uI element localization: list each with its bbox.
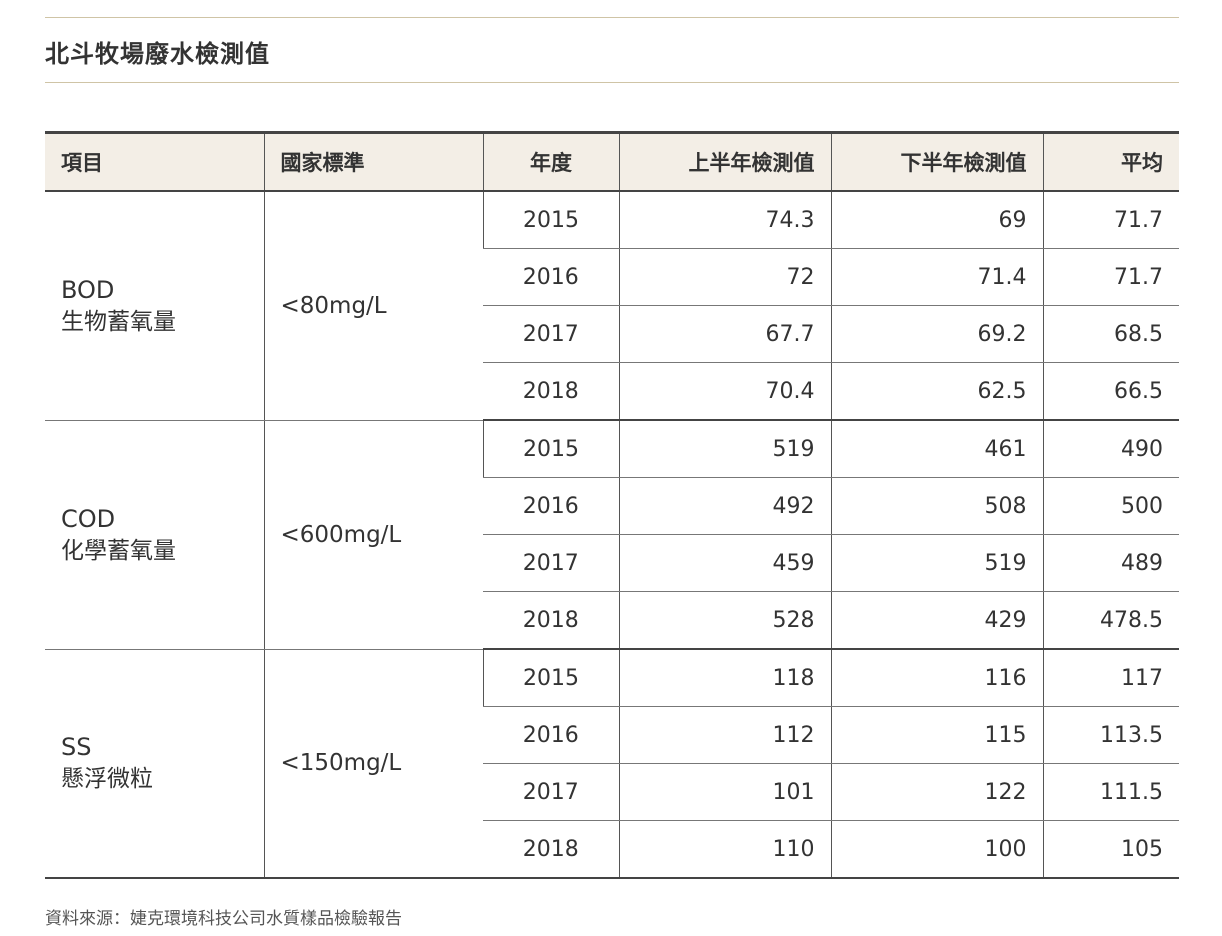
item-code: COD — [61, 504, 116, 533]
first-half-cell: 101 — [618, 763, 831, 821]
year-cell: 2018 — [483, 820, 619, 879]
item-code: BOD — [61, 275, 115, 304]
year-cell: 2015 — [482, 420, 619, 478]
year-cell: 2018 — [483, 591, 619, 650]
table-row: 2017 459 519 489 — [45, 534, 1179, 592]
table-row: SS 懸浮微粒 <150mg/L 2015 118 116 117 — [45, 649, 1179, 879]
average-cell: 71.7 — [1042, 191, 1179, 249]
average-cell: 490 — [1042, 420, 1179, 478]
first-half-cell: 70.4 — [618, 362, 831, 421]
first-half-cell: 74.3 — [618, 191, 831, 249]
standard-cell: <150mg/L — [263, 649, 483, 879]
year-cell: 2015 — [482, 649, 619, 707]
average-cell: 117 — [1042, 649, 1179, 707]
average-cell: 105 — [1042, 820, 1179, 879]
item-cell: COD 化學蓄氧量 — [45, 420, 264, 650]
first-half-cell: 459 — [618, 534, 831, 592]
table-row: BOD 生物蓄氧量 <80mg/L 2015 74.3 69 71.7 — [45, 191, 1179, 421]
year-cell: 2016 — [483, 706, 619, 764]
second-half-cell: 62.5 — [830, 362, 1043, 421]
year-cell: 2017 — [483, 534, 619, 592]
second-half-cell: 508 — [830, 477, 1043, 535]
second-half-cell: 69 — [830, 191, 1043, 249]
average-cell: 68.5 — [1042, 305, 1179, 363]
average-cell: 478.5 — [1042, 591, 1179, 650]
table-row: 2017 67.7 69.2 68.5 — [45, 305, 1179, 363]
first-half-cell: 118 — [618, 649, 831, 707]
table-row: 2016 72 71.4 71.7 — [45, 248, 1179, 306]
year-cell: 2016 — [483, 477, 619, 535]
year-cell: 2016 — [483, 248, 619, 306]
first-half-cell: 528 — [618, 591, 831, 650]
first-half-cell: 67.7 — [618, 305, 831, 363]
average-cell: 489 — [1042, 534, 1179, 592]
header-year: 年度 — [482, 132, 619, 192]
table-row: COD 化學蓄氧量 <600mg/L 2015 519 461 490 — [45, 420, 1179, 650]
second-half-cell: 115 — [830, 706, 1043, 764]
first-half-cell: 72 — [618, 248, 831, 306]
first-half-cell: 110 — [618, 820, 831, 879]
average-cell: 71.7 — [1042, 248, 1179, 306]
average-cell: 66.5 — [1042, 362, 1179, 421]
second-half-cell: 519 — [830, 534, 1043, 592]
year-cell: 2015 — [482, 191, 619, 249]
header-item: 項目 — [45, 132, 264, 192]
standard-cell: <80mg/L — [263, 191, 483, 421]
item-name: 懸浮微粒 — [61, 766, 153, 793]
header-average: 平均 — [1042, 132, 1179, 192]
title-bar: 北斗牧場廢水檢測值 — [45, 17, 1179, 83]
item-name: 生物蓄氧量 — [61, 308, 176, 335]
table-row: 2018 110 100 105 — [45, 820, 1179, 879]
item-cell: SS 懸浮微粒 — [45, 649, 264, 879]
year-cell: 2017 — [483, 763, 619, 821]
header-first-half: 上半年檢測值 — [618, 132, 831, 192]
first-half-cell: 492 — [618, 477, 831, 535]
header-second-half: 下半年檢測值 — [830, 132, 1043, 192]
table-row: 2016 492 508 500 — [45, 477, 1179, 535]
table-row: 2017 101 122 111.5 — [45, 763, 1179, 821]
item-cell: BOD 生物蓄氧量 — [45, 191, 264, 421]
year-cell: 2017 — [483, 305, 619, 363]
second-half-cell: 71.4 — [830, 248, 1043, 306]
second-half-cell: 69.2 — [830, 305, 1043, 363]
second-half-cell: 122 — [830, 763, 1043, 821]
wastewater-table: 項目 國家標準 年度 上半年檢測值 下半年檢測值 平均 BOD 生物蓄氧量 <8… — [45, 131, 1179, 879]
item-code: SS — [61, 733, 92, 762]
average-cell: 113.5 — [1042, 706, 1179, 764]
table-row: 2018 70.4 62.5 66.5 — [45, 362, 1179, 421]
header-standard: 國家標準 — [263, 132, 483, 192]
average-cell: 500 — [1042, 477, 1179, 535]
second-half-cell: 461 — [830, 420, 1043, 478]
page-title: 北斗牧場廢水檢測值 — [45, 40, 270, 68]
second-half-cell: 429 — [830, 591, 1043, 650]
second-half-cell: 116 — [830, 649, 1043, 707]
year-cell: 2018 — [483, 362, 619, 421]
second-half-cell: 100 — [830, 820, 1043, 879]
table-row: 2016 112 115 113.5 — [45, 706, 1179, 764]
table-header-row: 項目 國家標準 年度 上半年檢測值 下半年檢測值 平均 — [45, 132, 1179, 192]
first-half-cell: 112 — [618, 706, 831, 764]
first-half-cell: 519 — [618, 420, 831, 478]
source-note: 資料來源：婕克環境科技公司水質樣品檢驗報告 — [45, 909, 402, 929]
table-row: 2018 528 429 478.5 — [45, 591, 1179, 650]
average-cell: 111.5 — [1042, 763, 1179, 821]
standard-cell: <600mg/L — [263, 420, 483, 650]
item-name: 化學蓄氧量 — [61, 537, 176, 564]
